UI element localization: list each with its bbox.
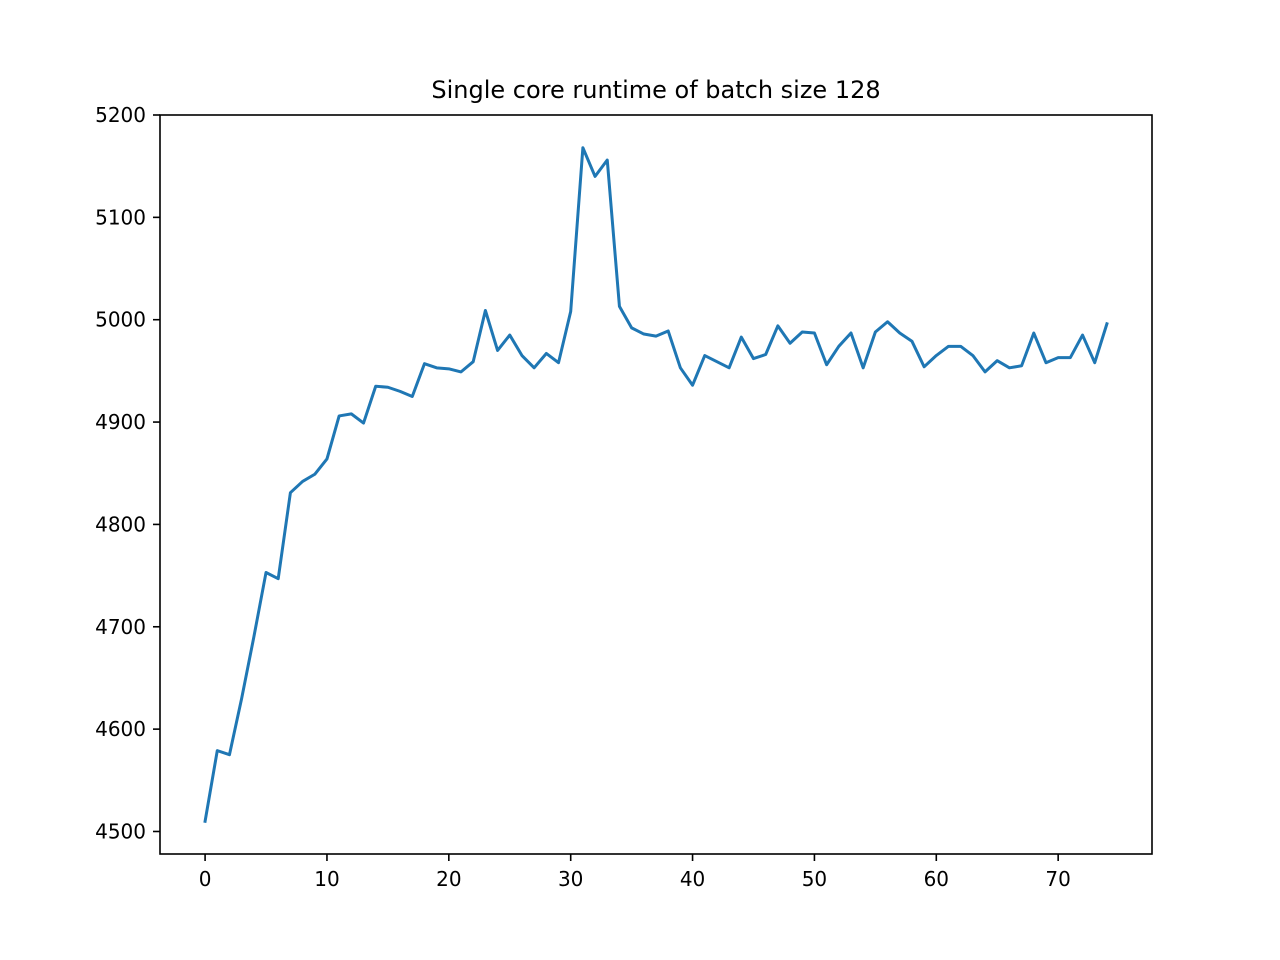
y-tick-label: 4700 <box>95 615 146 639</box>
y-tick-label: 4500 <box>95 819 146 843</box>
x-tick-label: 60 <box>924 867 949 891</box>
y-tick-label: 5100 <box>95 205 146 229</box>
plot-frame <box>159 114 1153 855</box>
y-tick-label: 4800 <box>95 512 146 536</box>
series-line <box>203 146 1109 823</box>
y-tick-label: 4600 <box>95 717 146 741</box>
x-tick-label: 20 <box>436 867 461 891</box>
x-axis: 0 10 20 30 40 50 60 70 <box>199 854 1071 891</box>
series-layer <box>203 146 1109 823</box>
y-tick-label: 4900 <box>95 410 146 434</box>
x-tick-label: 70 <box>1045 867 1070 891</box>
x-tick-label: 10 <box>314 867 339 891</box>
y-tick-label: 5000 <box>95 308 146 332</box>
x-tick-label: 0 <box>199 867 212 891</box>
x-tick-label: 40 <box>680 867 705 891</box>
x-tick-label: 50 <box>802 867 827 891</box>
y-tick-label: 5200 <box>95 103 146 127</box>
chart-title: Single core runtime of batch size 128 <box>431 76 880 104</box>
y-axis: 4500 4600 4700 4800 4900 5000 5100 5200 <box>95 103 160 843</box>
x-tick-label: 30 <box>558 867 583 891</box>
